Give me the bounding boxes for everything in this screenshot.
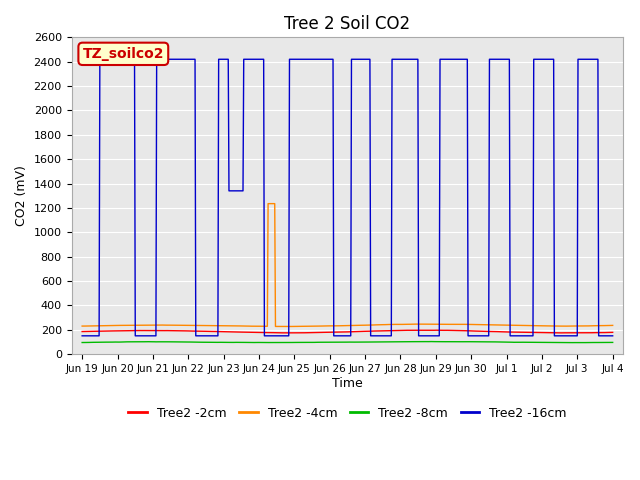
Title: Tree 2 Soil CO2: Tree 2 Soil CO2 — [284, 15, 410, 33]
Text: TZ_soilco2: TZ_soilco2 — [83, 47, 164, 61]
X-axis label: Time: Time — [332, 377, 363, 390]
Y-axis label: CO2 (mV): CO2 (mV) — [15, 165, 28, 226]
Legend: Tree2 -2cm, Tree2 -4cm, Tree2 -8cm, Tree2 -16cm: Tree2 -2cm, Tree2 -4cm, Tree2 -8cm, Tree… — [123, 402, 572, 424]
